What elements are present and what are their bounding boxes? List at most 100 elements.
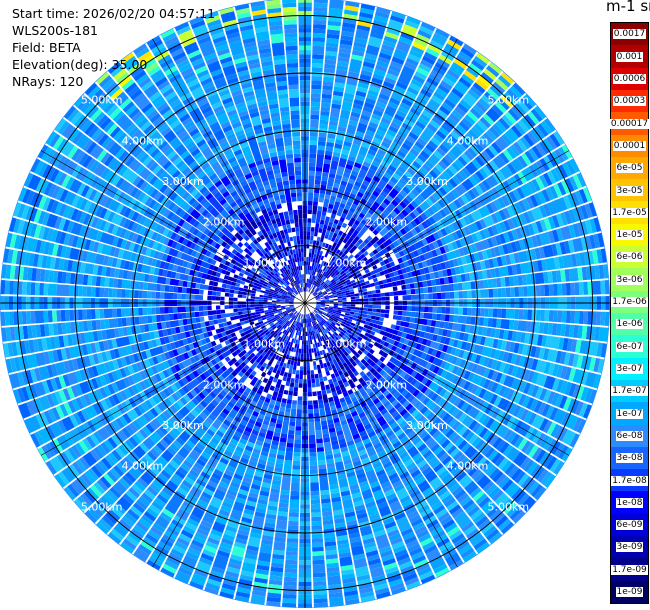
ray-101 xyxy=(75,150,193,232)
ray-88 xyxy=(18,323,55,340)
ray-16 xyxy=(360,247,367,254)
ray-78 xyxy=(93,400,169,459)
ray-48 xyxy=(353,370,359,377)
ray-68 xyxy=(174,438,248,585)
ray-81 xyxy=(174,315,280,372)
ray-97 xyxy=(200,261,211,269)
ray-86 xyxy=(166,322,202,336)
ray-39 xyxy=(360,330,366,336)
ray-95 xyxy=(67,234,191,275)
colorbar-label: 3e-08 xyxy=(615,453,644,464)
ray-42 xyxy=(437,397,553,486)
ray-70 xyxy=(155,412,244,556)
ray-17 xyxy=(399,136,509,228)
ray-67 xyxy=(254,321,299,428)
ray-4 xyxy=(315,240,320,246)
ray-85 xyxy=(126,345,133,355)
ray-54 xyxy=(336,407,373,500)
ray-97 xyxy=(229,272,235,278)
ray-53 xyxy=(311,321,331,367)
ray-68 xyxy=(222,473,233,481)
ray-29 xyxy=(368,292,446,302)
ray-61 xyxy=(282,452,301,604)
ray-74 xyxy=(110,427,194,518)
ray-101 xyxy=(45,131,118,184)
ray-85 xyxy=(17,340,154,387)
ray-85 xyxy=(163,328,203,344)
ray-106 xyxy=(95,71,110,85)
ray-80 xyxy=(128,385,159,408)
ray-116 xyxy=(281,202,299,267)
ray-84 xyxy=(17,334,201,403)
ray-97 xyxy=(180,252,283,295)
ray-75 xyxy=(253,349,259,355)
ray-111 xyxy=(244,187,293,278)
ray-109 xyxy=(286,274,293,283)
ray-117 xyxy=(291,227,301,271)
ray-50 xyxy=(416,500,453,552)
ray-48 xyxy=(316,319,386,412)
ray-2 xyxy=(317,145,326,151)
ray-35 xyxy=(489,348,597,388)
ray-86 xyxy=(18,331,156,371)
ray-5 xyxy=(308,237,324,288)
ray-31 xyxy=(467,307,597,325)
ray-7 xyxy=(368,64,402,129)
ray-115 xyxy=(233,57,247,65)
colorbar-cell: 0.00017 xyxy=(609,112,650,136)
ray-52 xyxy=(321,340,329,354)
ray-9 xyxy=(386,78,423,138)
ray-31 xyxy=(333,303,403,311)
ray-14 xyxy=(374,91,497,226)
ray-37 xyxy=(315,306,438,357)
ray-109 xyxy=(138,51,152,62)
ray-90 xyxy=(8,296,139,310)
ray-95 xyxy=(176,265,261,293)
azimuth-spokes xyxy=(0,0,610,608)
ray-110 xyxy=(184,99,254,213)
ray-107 xyxy=(121,78,135,91)
ray-96 xyxy=(17,203,50,226)
ray-101 xyxy=(243,262,292,295)
ray-7 xyxy=(310,215,341,289)
ray-46 xyxy=(430,443,515,535)
ray-39 xyxy=(315,308,390,348)
ray-51 xyxy=(395,487,409,500)
ray-67 xyxy=(269,345,290,391)
ray-69 xyxy=(170,548,185,559)
ray-24 xyxy=(531,213,564,235)
range-ring-label: 4.00km xyxy=(122,460,164,473)
ray-35 xyxy=(473,344,572,381)
ray-78 xyxy=(72,361,224,475)
ray-76 xyxy=(83,406,190,504)
ray-50 xyxy=(385,445,448,544)
ray-69 xyxy=(238,392,261,430)
ray-4 xyxy=(307,219,325,288)
ray-18 xyxy=(396,123,549,238)
ray-74 xyxy=(95,455,169,535)
ray-8 xyxy=(327,244,333,250)
ray-74 xyxy=(98,440,183,531)
ray-26 xyxy=(492,248,537,268)
ray-8 xyxy=(364,25,434,164)
ray-28 xyxy=(461,271,553,291)
ray-46 xyxy=(410,421,473,489)
ray-28 xyxy=(329,283,454,301)
ray-28 xyxy=(320,288,416,302)
ray-1 xyxy=(310,2,328,111)
ray-11 xyxy=(315,263,331,287)
ray-54 xyxy=(383,562,398,571)
ray-102 xyxy=(75,133,156,196)
ray-10 xyxy=(420,35,464,98)
ray-62 xyxy=(271,472,292,569)
ray-1 xyxy=(309,24,326,154)
ray-109 xyxy=(135,47,218,166)
ray-107 xyxy=(132,92,230,209)
ray-101 xyxy=(60,140,150,205)
ray-26 xyxy=(328,293,346,299)
ray-33 xyxy=(320,305,402,321)
ray-89 xyxy=(164,304,242,314)
ray-81 xyxy=(61,393,121,432)
ray-32 xyxy=(581,325,588,340)
ray-24 xyxy=(385,273,391,279)
